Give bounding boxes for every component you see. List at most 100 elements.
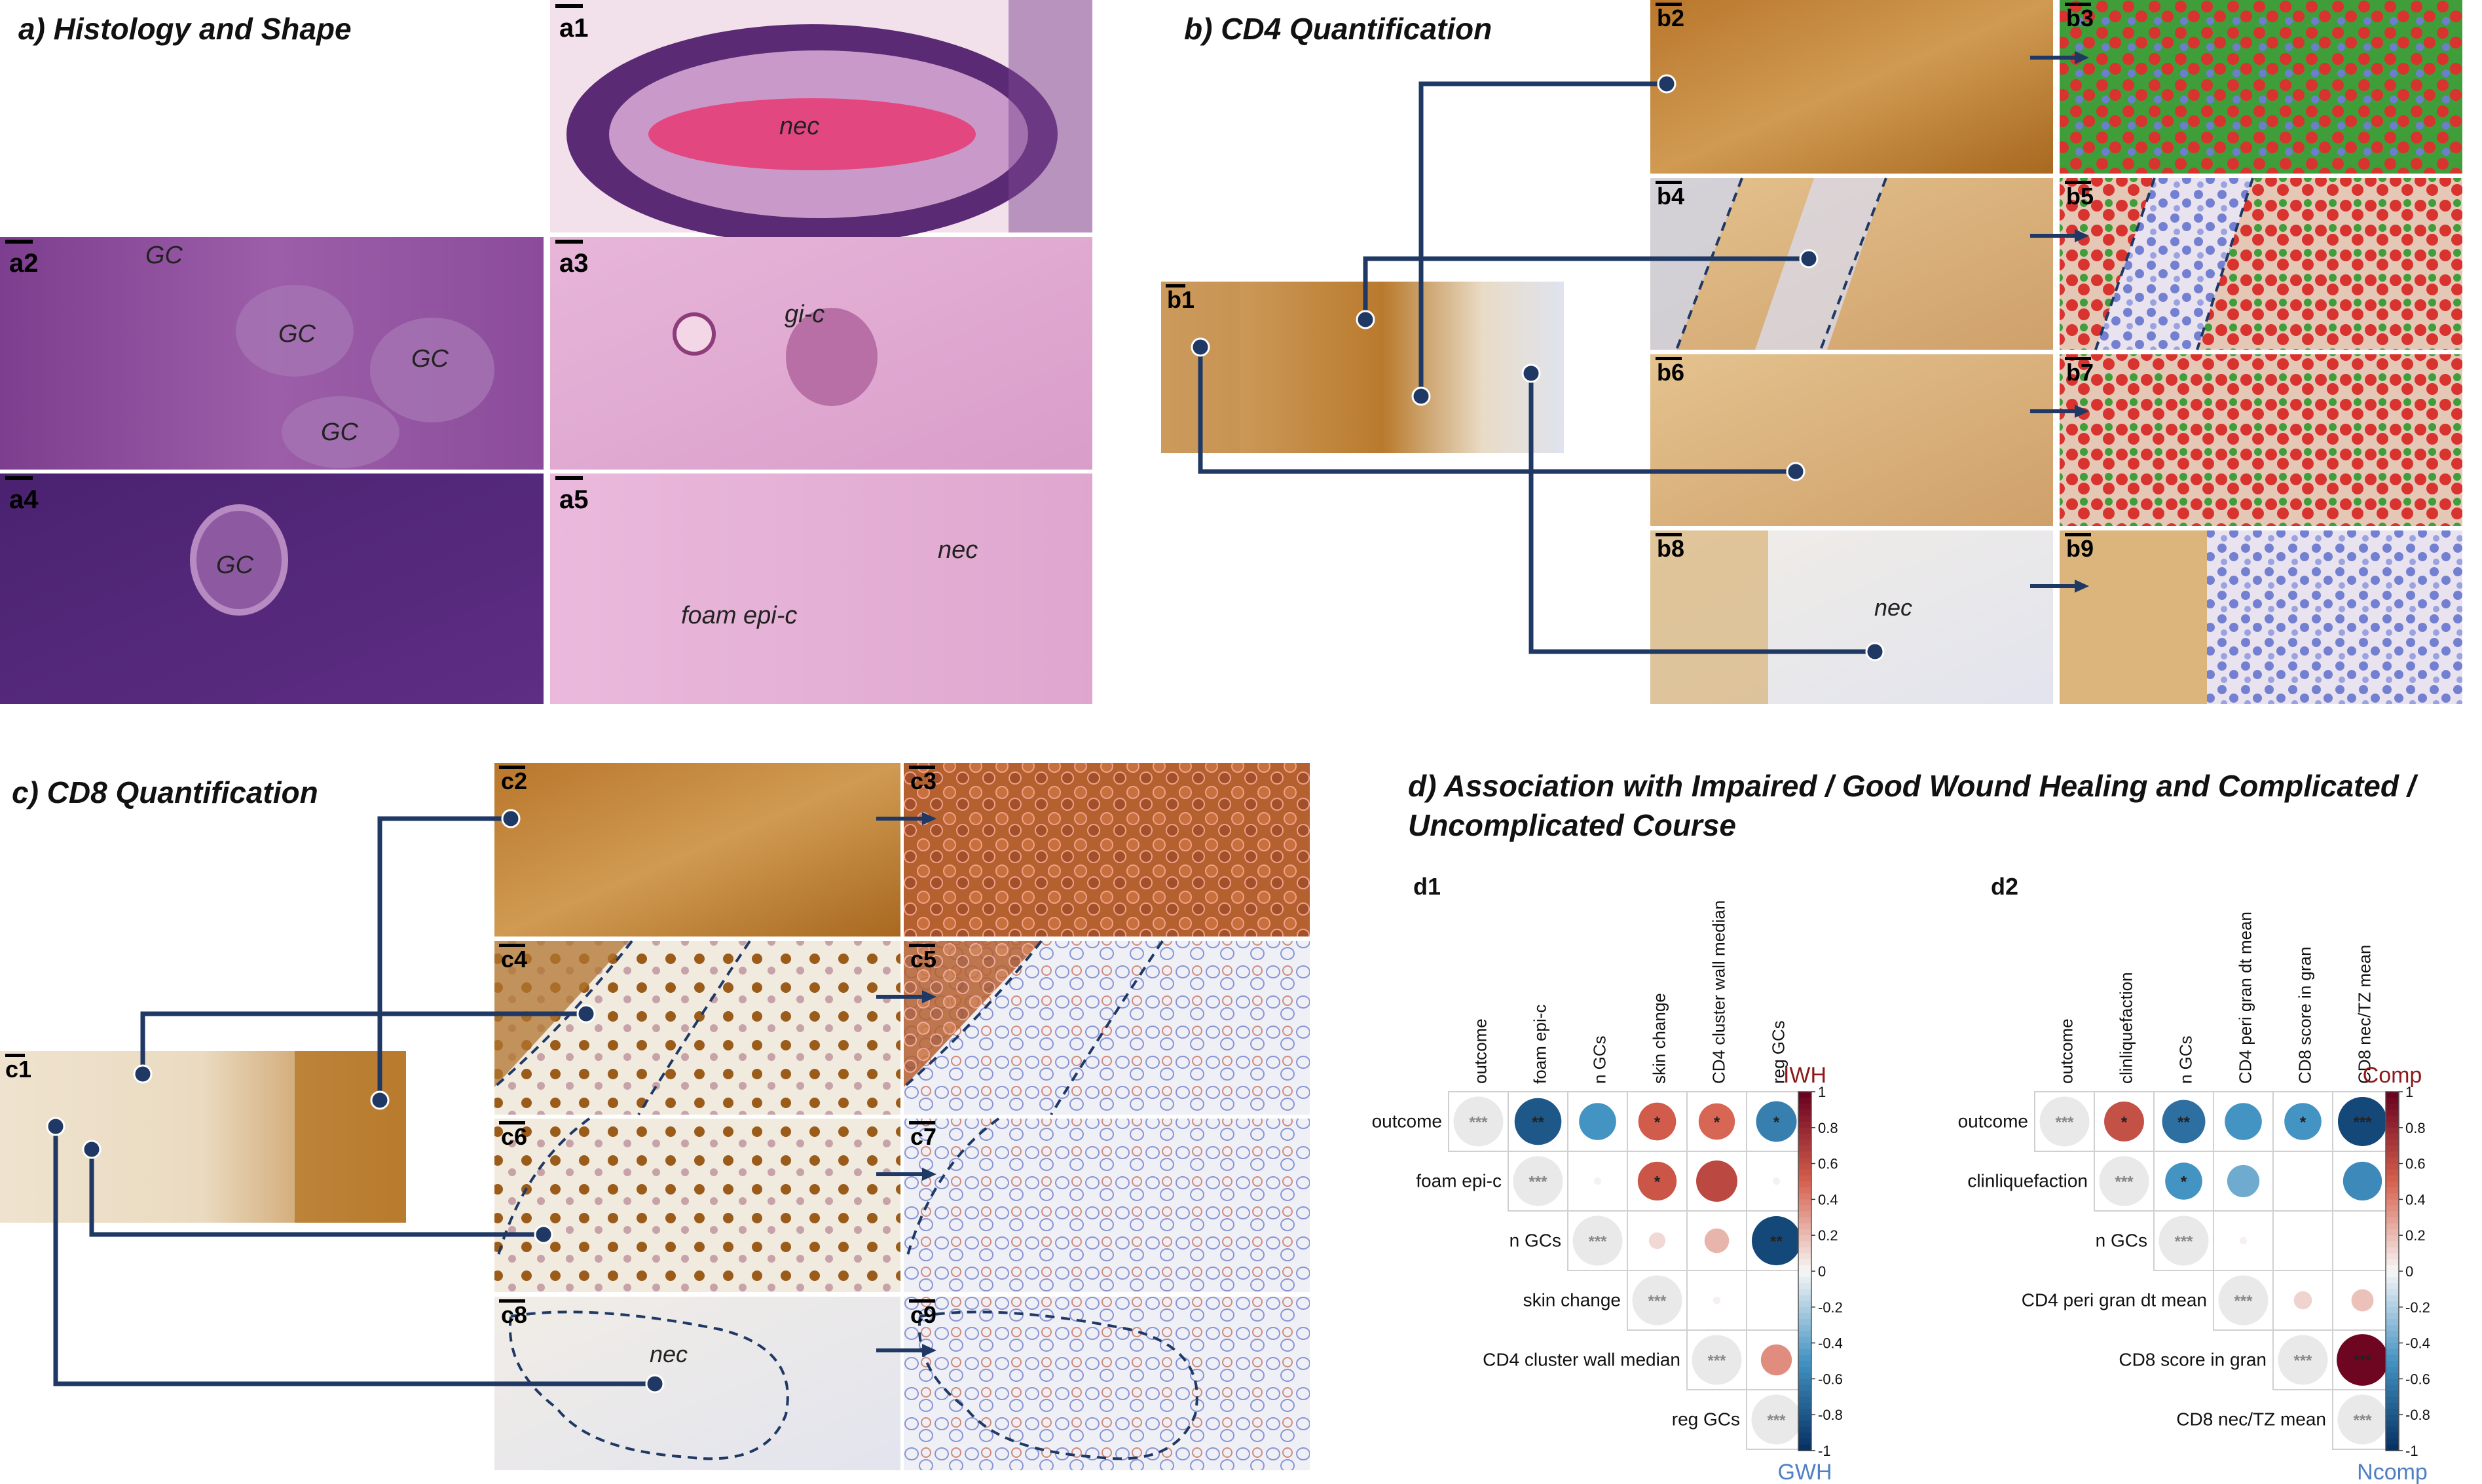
colorbar-seg (2386, 1229, 2399, 1236)
image-b8: b8 nec (1650, 530, 2053, 704)
image-b9: b9 (2060, 530, 2462, 704)
col-label-d1-1: foam epi-c (1530, 1005, 1550, 1084)
colorbar-seg (1798, 1193, 1811, 1200)
image-a3: a3 gi-c (550, 237, 1092, 470)
colorbar-seg (1798, 1348, 1811, 1356)
corr-circle-d2-1-5 (2343, 1161, 2382, 1201)
col-label-d2-3: CD4 peri gran dt mean (2236, 912, 2255, 1084)
colorbar-seg (1798, 1337, 1811, 1344)
colorbar-seg (2386, 1337, 2399, 1344)
stars-d2-0-1: * (2121, 1114, 2128, 1132)
stars-d2-4-5: *** (2353, 1352, 2372, 1370)
corr-circle-d2-0-5 (2337, 1096, 2388, 1147)
colorbar-seg (2386, 1354, 2399, 1362)
colorbar-seg (1798, 1289, 1811, 1296)
colorbar-seg (2386, 1175, 2399, 1182)
row-label-d1-3: skin change (1523, 1290, 1621, 1310)
colorbar-seg (1798, 1331, 1811, 1338)
colorbar-seg (2386, 1415, 2399, 1422)
sublabel-b7: b7 (2066, 359, 2094, 386)
colorbar-seg (1798, 1390, 1811, 1398)
colorbar-seg (2386, 1157, 2399, 1164)
colorbar-seg (2386, 1325, 2399, 1332)
sublabel-b4: b4 (1657, 183, 1684, 210)
corr-circle-d2-1-2 (2165, 1162, 2202, 1200)
image-c2: c2 (494, 763, 900, 937)
colorbar-seg (1798, 1127, 1811, 1134)
colorbar-seg (1798, 1271, 1811, 1278)
colorbar-seg (1798, 1312, 1811, 1320)
cell-d2-1-4 (2272, 1151, 2333, 1212)
colorbar-seg (2386, 1265, 2399, 1272)
sublabel-c5: c5 (910, 946, 936, 973)
colorbar-tick-label: -1 (2405, 1443, 2418, 1459)
colorbar-seg (2386, 1181, 2399, 1189)
colorbar-seg (1798, 1396, 1811, 1403)
col-label-d2-0: outcome (2057, 1018, 2077, 1084)
panel-a-title: a) Histology and Shape (18, 12, 352, 46)
corr-circle-d2-3-5 (2351, 1289, 2374, 1312)
colorbar-seg (2386, 1438, 2399, 1445)
image-a1: a1 nec (550, 0, 1092, 244)
arrows-c (876, 812, 936, 1357)
col-label-d1-2: n GCs (1590, 1035, 1610, 1084)
colorbar-seg (1798, 1444, 1811, 1451)
colorbar-seg (2386, 1187, 2399, 1195)
sublabel-b3: b3 (2066, 5, 2094, 31)
corr-circle-d1-5-5 (1751, 1394, 1802, 1445)
colorbar-seg (1798, 1426, 1811, 1434)
colorbar-seg (2386, 1289, 2399, 1296)
sublabel-b1: b1 (1167, 286, 1195, 313)
image-b2: b2 (1650, 0, 2053, 174)
colorbar-tick-label: -0.6 (1818, 1371, 1843, 1387)
label-nec-a1: nec (779, 113, 819, 140)
image-b3: b3 (2060, 0, 2462, 174)
stars-d2-1-1: *** (2115, 1174, 2134, 1191)
corr-circle-d1-1-5 (1772, 1177, 1781, 1185)
colorbar-tick-label: -0.4 (2405, 1335, 2430, 1352)
colorbar-seg (1798, 1265, 1811, 1272)
colorbar-seg (2386, 1271, 2399, 1278)
corr-circle-d2-4-4 (2278, 1335, 2328, 1385)
sublabel-c4: c4 (501, 946, 527, 973)
colorbar-seg (2386, 1283, 2399, 1290)
corr-circle-d2-0-1 (2104, 1102, 2144, 1141)
sublabel-a2: a2 (9, 249, 39, 278)
colorbar-seg (2386, 1343, 2399, 1350)
colorbar-seg (1798, 1235, 1811, 1242)
colorbar-seg (2386, 1241, 2399, 1248)
colorbar-tick-label: 0 (1818, 1263, 1826, 1280)
col-label-d2-5: CD8 nec/TZ mean (2355, 945, 2375, 1084)
colorbar-seg (1798, 1420, 1811, 1428)
colorbar-seg (2386, 1217, 2399, 1224)
panel-b-title: b) CD4 Quantification (1184, 12, 1492, 46)
col-label-d2-4: CD8 score in gran (2295, 946, 2315, 1084)
corr-circle-d1-2-2 (1572, 1215, 1623, 1266)
sublabel-a4: a4 (9, 485, 39, 514)
stars-d1-1-1: *** (1528, 1174, 1547, 1191)
colorbar-seg (1798, 1098, 1811, 1105)
colorbar-seg (1798, 1247, 1811, 1254)
corr-circle-d1-1-4 (1696, 1160, 1737, 1202)
colorbar-seg (2386, 1205, 2399, 1212)
colorbar-seg (1798, 1175, 1811, 1182)
corr-circle-d2-1-3 (2227, 1164, 2260, 1198)
image-b6: b6 (1650, 354, 2053, 526)
colorbar-seg (2386, 1307, 2399, 1314)
colorbar-seg (1798, 1223, 1811, 1231)
sublabel-a3: a3 (559, 249, 589, 278)
colorbar-seg (1798, 1259, 1811, 1266)
corr-circle-d2-0-4 (2284, 1103, 2322, 1140)
colorbar-tick-label: 1 (2405, 1084, 2413, 1100)
colorbar-tick-label: -1 (1818, 1443, 1831, 1459)
colorbar-seg (2386, 1420, 2399, 1428)
stars-d1-0-3: * (1654, 1114, 1661, 1132)
colorbar-seg (1798, 1169, 1811, 1176)
row-label-d2-3: CD4 peri gran dt mean (2022, 1290, 2207, 1310)
stars-d1-1-3: * (1654, 1174, 1661, 1191)
colorbar-tick-label: 0.2 (2405, 1227, 2426, 1244)
image-b7: b7 (2060, 354, 2462, 526)
colorbar-seg (1798, 1163, 1811, 1170)
label-gc-3: GC (411, 345, 449, 373)
corr-circle-d1-1-3 (1637, 1161, 1677, 1201)
